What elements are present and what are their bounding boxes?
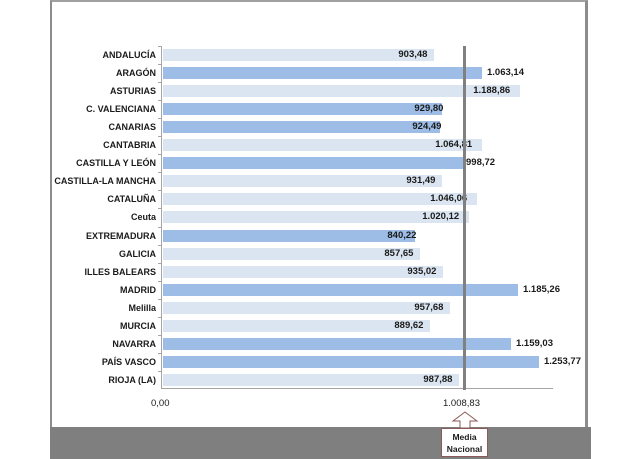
y-axis-tick (158, 118, 162, 119)
value-label: 924,49 (412, 121, 442, 132)
value-label: 931,49 (406, 175, 436, 186)
y-axis (161, 46, 162, 389)
value-label: 998,72 (466, 157, 496, 168)
category-label: GALICIA (119, 249, 156, 259)
value-label: 857,65 (384, 248, 414, 259)
y-axis-tick (158, 190, 162, 191)
y-axis-tick (158, 82, 162, 83)
category-label: C. VALENCIANA (86, 104, 156, 114)
bar (163, 302, 450, 314)
bar (163, 374, 459, 386)
y-axis-tick (158, 263, 162, 264)
bar (163, 211, 469, 223)
y-axis-tick (158, 46, 162, 47)
bar (163, 157, 463, 169)
bar (163, 266, 443, 278)
up-arrow-icon (451, 411, 479, 429)
y-axis-tick (158, 154, 162, 155)
bar (163, 49, 434, 61)
bar (163, 230, 415, 242)
x-tick-label-min: 0,00 (151, 398, 170, 409)
category-label: CANTABRIA (103, 140, 156, 150)
value-label: 1.185,26 (523, 284, 560, 295)
value-label: 1.046,06 (430, 193, 468, 204)
category-label: ANDALUCÍA (102, 50, 157, 60)
callout-line-2: Nacional (446, 444, 483, 454)
category-label: CANARIAS (108, 122, 156, 132)
category-label: MADRID (120, 285, 156, 295)
y-axis-tick (158, 172, 162, 173)
category-label: CASTILLA-LA MANCHA (54, 176, 156, 186)
value-label: 1.063,14 (487, 67, 524, 78)
bar (163, 338, 511, 350)
bar (163, 85, 520, 97)
bar (163, 175, 442, 187)
bar (163, 248, 420, 260)
value-label: 889,62 (394, 320, 424, 331)
y-axis-tick (158, 208, 162, 209)
value-label: 840,22 (387, 230, 417, 241)
y-axis-tick (158, 281, 162, 282)
value-label: 1.020,12 (422, 211, 460, 222)
bar (163, 356, 539, 368)
value-label: 1.064,81 (435, 139, 473, 150)
national-average-line (463, 46, 466, 390)
y-axis-tick (158, 100, 162, 101)
category-label: CATALUÑA (107, 194, 156, 204)
category-label: PAÍS VASCO (101, 357, 156, 367)
value-label: 1.159,03 (516, 338, 553, 349)
x-axis (161, 388, 553, 389)
category-label: MURCIA (120, 321, 156, 331)
y-axis-tick (158, 353, 162, 354)
y-axis-tick (158, 335, 162, 336)
value-label: 987,88 (423, 374, 453, 385)
value-label: 1.253,77 (544, 356, 581, 367)
y-axis-tick (158, 317, 162, 318)
y-axis-tick (158, 136, 162, 137)
y-axis-tick (158, 64, 162, 65)
callout-line-1: Media (452, 432, 477, 442)
value-label: 903,48 (398, 49, 428, 60)
category-label: Ceuta (130, 212, 156, 222)
bar (163, 320, 430, 332)
category-label: NAVARRA (112, 339, 156, 349)
y-axis-tick (158, 371, 162, 372)
category-label: CASTILLA Y LEÓN (76, 158, 156, 168)
national-average-callout: Media Nacional (441, 428, 488, 457)
value-label: 1.188,86 (473, 85, 511, 96)
value-label: 957,68 (414, 302, 444, 313)
bar (163, 193, 477, 205)
value-label: 929,80 (414, 103, 444, 114)
bar (163, 121, 440, 133)
y-axis-tick (158, 227, 162, 228)
category-label: ARAGÓN (116, 68, 156, 78)
category-label: ASTURIAS (109, 86, 156, 96)
value-label: 935,02 (407, 266, 437, 277)
category-label: EXTREMADURA (85, 231, 156, 241)
y-axis-tick (158, 245, 162, 246)
category-label: RIOJA (LA) (108, 375, 156, 385)
x-tick-label-average: 1.008,83 (443, 398, 480, 409)
bar (163, 103, 442, 115)
bar (163, 284, 518, 296)
bar (163, 139, 482, 151)
bar (163, 67, 482, 79)
y-axis-tick (158, 299, 162, 300)
category-label: ILLES BALEARS (84, 267, 156, 277)
footer-band (50, 427, 591, 459)
category-label: Melilla (128, 303, 156, 313)
